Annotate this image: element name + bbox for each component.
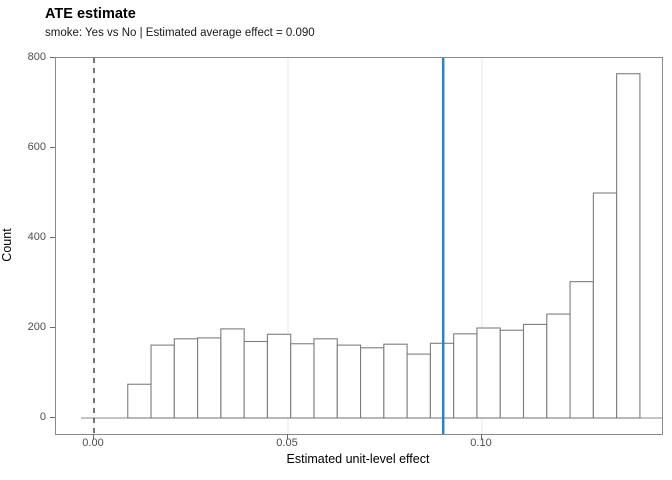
histogram-bar [616,73,641,419]
histogram-bar [406,353,431,419]
plot-panel [55,57,663,435]
y-tick-mark [50,327,55,328]
y-tick-mark [50,147,55,148]
y-axis-title: Count [0,228,14,262]
histogram-bar [173,338,199,419]
x-tick-mark [287,434,288,439]
x-tick-label: 0.00 [82,437,104,449]
histogram-bar [197,337,222,419]
histogram-bar [476,327,501,419]
histogram-bar [243,340,268,419]
histogram-bar [522,323,548,419]
histogram-bar [499,329,525,419]
histogram-bar [453,333,478,419]
x-tick-mark [93,434,94,439]
y-tick-mark [50,417,55,418]
histogram-bar [360,347,385,419]
plot-subtitle: smoke: Yes vs No | Estimated average eff… [45,27,315,39]
y-tick-label: 400 [27,231,46,243]
histogram-bar [290,343,315,419]
histogram-bar [313,338,338,419]
y-tick-label: 0 [39,411,46,423]
histogram-bar [569,281,594,419]
y-tick-label: 200 [27,321,46,333]
histogram-bar [127,383,152,419]
histogram-bar [592,192,618,419]
histogram-bar [150,344,175,419]
histogram-bar [220,328,245,419]
x-tick-label: 0.10 [470,437,492,449]
x-axis-title: Estimated unit-level effect [286,452,430,466]
histogram-bar [336,344,362,419]
plot-title: ATE estimate [45,6,136,22]
y-tick-label: 600 [27,141,46,153]
y-tick-label: 800 [27,51,46,63]
histogram-bar [266,333,292,419]
y-tick-mark [50,237,55,238]
x-tick-label: 0.05 [276,437,298,449]
histogram-bar [546,313,571,419]
x-tick-mark [481,434,482,439]
histogram-bar [383,343,408,419]
y-tick-mark [50,57,55,58]
